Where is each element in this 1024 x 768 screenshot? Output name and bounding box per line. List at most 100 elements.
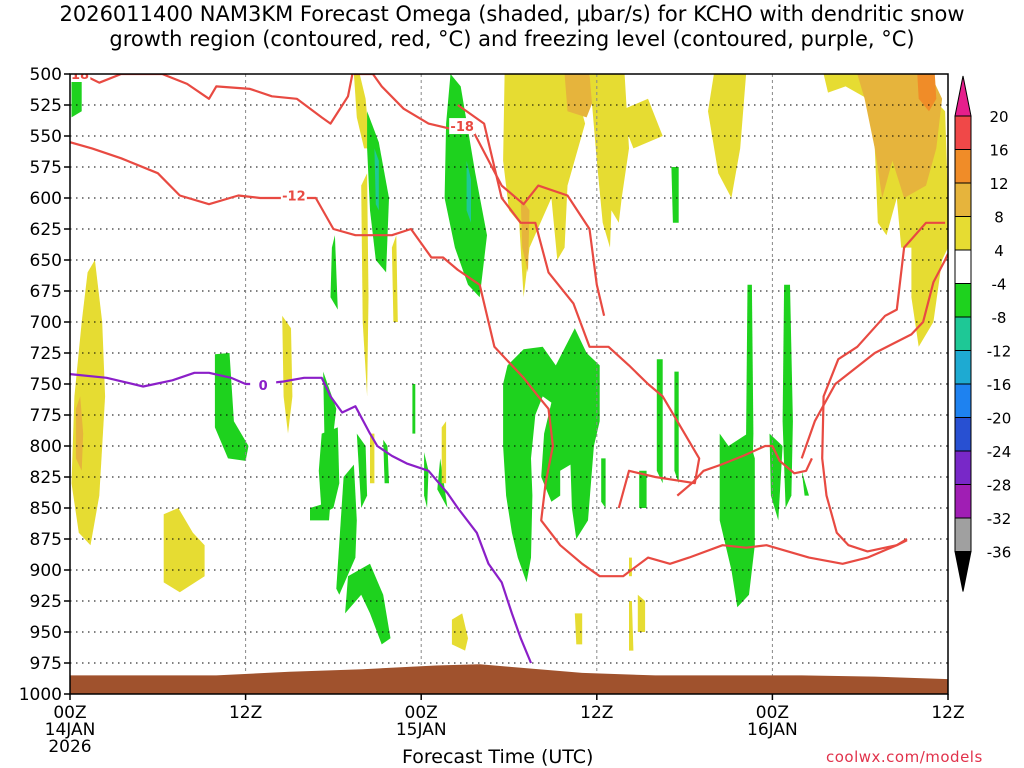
colorbar: 20 16 12 8 4 -4 -8 -12 -16 -20 -24 -28 -32 -36 xyxy=(954,75,1012,592)
colorbar-label-4: 4 xyxy=(994,242,1004,260)
y-tick-label-675: 675 xyxy=(30,282,62,302)
contour-line-4 xyxy=(821,221,946,553)
x-tick-label-0-2: 2026 xyxy=(48,737,91,757)
colorbar-bin-8 xyxy=(954,383,972,418)
omega-shade-green-45 xyxy=(801,470,809,496)
omega-shade-green-37 xyxy=(601,458,606,508)
colorbar-bin-9 xyxy=(954,417,972,452)
contour-line-5 xyxy=(676,444,813,497)
x-tick-label-60-0: 12Z xyxy=(931,703,964,723)
colorbar-bin-5 xyxy=(954,283,972,318)
omega-shade-green-0 xyxy=(71,74,82,118)
contour-line-0 xyxy=(74,74,354,125)
y-tick-label-825: 825 xyxy=(30,468,62,488)
omega-shade-yellow-18 xyxy=(618,98,663,149)
omega-shade-gold-15 xyxy=(564,74,594,118)
colorbar-bin-2 xyxy=(954,182,972,217)
contour-label-1: -18 xyxy=(450,120,474,135)
contour-line-7 xyxy=(70,371,533,664)
y-tick-label-775: 775 xyxy=(30,406,62,426)
chart-title-line-1: 2026011400 NAM3KM Forecast Omega (shaded… xyxy=(59,2,965,26)
y-tick-label-1000: 1000 xyxy=(19,685,62,705)
y-tick-label-700: 700 xyxy=(30,313,62,333)
colorbar-bin-6 xyxy=(954,316,972,351)
omega-shade-green-40 xyxy=(639,470,647,508)
chart-title-line-2: growth region (contoured, red, °C) and f… xyxy=(109,27,915,51)
omega-shade-yellow-46 xyxy=(451,613,468,651)
colorbar-label-11: -28 xyxy=(987,477,1012,495)
colorbar-label-13: -36 xyxy=(987,544,1012,562)
contour-line-2 xyxy=(70,141,908,578)
omega-shade-gold-16 xyxy=(520,198,530,273)
y-tick-label-925: 925 xyxy=(30,592,62,612)
colorbar-bin-3 xyxy=(954,216,972,251)
omega-shading xyxy=(71,74,948,651)
omega-shade-yellow-11 xyxy=(391,235,398,322)
omega-shade-yellow-5 xyxy=(282,315,293,434)
y-tick-label-725: 725 xyxy=(30,344,62,364)
x-tick-label-12-0: 12Z xyxy=(229,703,262,723)
omega-shade-green-38 xyxy=(656,359,663,484)
colorbar-label-10: -24 xyxy=(987,443,1012,461)
y-tick-label-800: 800 xyxy=(30,437,62,457)
colorbar-bin-0 xyxy=(954,115,972,150)
y-tick-label-500: 500 xyxy=(30,65,62,85)
colorbar-label-12: -32 xyxy=(987,510,1012,528)
omega-shade-yellow-47 xyxy=(574,613,583,645)
contour-label-bg-0 xyxy=(70,74,91,82)
colorbar-label-3: 8 xyxy=(994,209,1004,227)
y-tick-label-850: 850 xyxy=(30,499,62,519)
contour-label-0: -18 xyxy=(66,68,90,83)
x-tick-label-36-0: 12Z xyxy=(580,703,613,723)
omega-shade-green-6 xyxy=(330,235,338,310)
y-tick-label-975: 975 xyxy=(30,654,62,674)
axes: 500 525 550 575 600 625 650 675 700 725 750 775 800 8… xyxy=(19,65,965,757)
omega-shade-yellow-48 xyxy=(629,601,634,651)
colorbar-label-0: 20 xyxy=(989,108,1008,126)
x-tick-label-24-0: 00Z xyxy=(405,703,438,723)
contour-label-bg-2 xyxy=(280,187,307,204)
omega-shade-green-4 xyxy=(214,353,249,461)
omega-shade-gold-22 xyxy=(857,74,943,198)
y-tick-label-550: 550 xyxy=(30,127,62,147)
x-tick-label-0-0: 00Z xyxy=(53,703,86,723)
omega-shade-yellow-35 xyxy=(441,421,447,484)
contour-label-7: 0 xyxy=(259,379,268,394)
x-axis-title: Forecast Time (UTC) xyxy=(402,746,594,768)
omega-shade-yellow-50 xyxy=(637,594,646,632)
contour-line-3 xyxy=(457,104,701,509)
omega-shade-gold-2 xyxy=(75,396,84,471)
omega-shade-green-27 xyxy=(336,464,357,595)
omega-shade-teal-13 xyxy=(466,160,471,223)
y-tick-label-875: 875 xyxy=(30,530,62,550)
contour-lines: -18 -18 -12 0 xyxy=(66,68,948,664)
omega-shade-green-26 xyxy=(310,501,331,521)
omega-shade-yellow-1 xyxy=(71,260,106,546)
colorbar-bin-7 xyxy=(954,350,972,385)
y-tick-label-650: 650 xyxy=(30,251,62,271)
contour-label-bg-1 xyxy=(449,118,476,135)
omega-shade-green-24 xyxy=(318,427,340,515)
x-tick-label-24-1: 15JAN xyxy=(396,720,447,740)
colorbar-bin-4 xyxy=(954,249,972,284)
colorbar-under-arrow xyxy=(954,551,972,592)
omega-shade-green-20 xyxy=(671,167,679,223)
colorbar-bin-12 xyxy=(954,517,972,552)
colorbar-label-7: -12 xyxy=(987,343,1012,361)
terrain-fill xyxy=(70,664,948,694)
colorbar-bin-1 xyxy=(954,149,972,184)
y-tick-label-950: 950 xyxy=(30,623,62,643)
omega-shade-green-33 xyxy=(424,452,429,508)
colorbar-bin-10 xyxy=(954,450,972,485)
colorbar-label-8: -16 xyxy=(987,376,1012,394)
omega-shade-yellow-10 xyxy=(361,173,369,397)
colorbar-label-5: -4 xyxy=(992,276,1007,294)
plot-grid xyxy=(70,74,948,694)
colorbar-label-1: 16 xyxy=(989,142,1008,160)
omega-shade-green-39 xyxy=(674,371,679,484)
site-credit: coolwx.com/models xyxy=(826,748,983,766)
omega-shade-yellow-7 xyxy=(353,74,370,149)
y-tick-label-900: 900 xyxy=(30,561,62,581)
contour-line-6 xyxy=(800,253,948,459)
